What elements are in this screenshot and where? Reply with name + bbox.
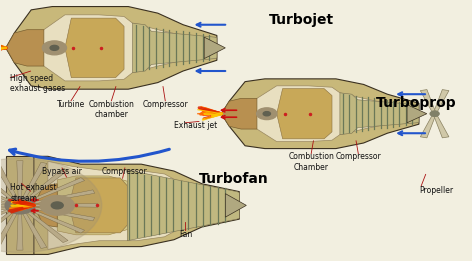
Circle shape [50, 45, 59, 50]
Polygon shape [0, 213, 17, 248]
Circle shape [5, 197, 34, 214]
Polygon shape [6, 30, 44, 66]
Text: Propeller: Propeller [419, 186, 453, 195]
Polygon shape [127, 170, 239, 241]
Text: Bypass air: Bypass air [42, 167, 82, 176]
Polygon shape [34, 156, 239, 254]
Circle shape [51, 202, 63, 209]
Text: Exhaust jet: Exhaust jet [174, 121, 218, 130]
Text: Hot exhaust
stream: Hot exhaust stream [10, 183, 57, 203]
Polygon shape [221, 98, 257, 129]
Circle shape [263, 112, 270, 116]
Polygon shape [0, 190, 7, 204]
Polygon shape [33, 207, 95, 221]
Polygon shape [31, 210, 84, 233]
Polygon shape [33, 190, 95, 204]
Polygon shape [277, 89, 332, 139]
Polygon shape [340, 93, 419, 135]
Circle shape [14, 202, 25, 209]
Text: High speed
exhaust gases: High speed exhaust gases [10, 74, 66, 93]
Polygon shape [434, 116, 449, 138]
Text: Compressor: Compressor [102, 167, 148, 176]
Polygon shape [48, 161, 197, 250]
Text: Compressor: Compressor [143, 99, 188, 109]
Circle shape [42, 41, 67, 55]
Polygon shape [0, 210, 9, 233]
Polygon shape [23, 162, 47, 198]
Polygon shape [34, 184, 57, 227]
Text: Combustion
Chamber: Combustion Chamber [288, 152, 334, 172]
Polygon shape [0, 204, 5, 207]
Polygon shape [0, 178, 9, 201]
Circle shape [40, 195, 74, 215]
Polygon shape [407, 105, 427, 123]
Polygon shape [27, 212, 68, 243]
Polygon shape [69, 178, 127, 233]
Polygon shape [0, 168, 13, 199]
Text: Turbine: Turbine [57, 99, 85, 109]
Polygon shape [0, 207, 7, 221]
Polygon shape [34, 204, 98, 207]
Text: Turbojet: Turbojet [269, 13, 334, 27]
Polygon shape [225, 194, 246, 217]
Circle shape [430, 111, 439, 116]
Polygon shape [245, 86, 419, 142]
Polygon shape [6, 7, 217, 89]
Text: Compressor: Compressor [336, 152, 381, 162]
Polygon shape [421, 116, 435, 138]
Polygon shape [0, 212, 13, 243]
Text: Turbofan: Turbofan [199, 172, 269, 186]
Circle shape [257, 108, 277, 120]
Polygon shape [57, 176, 188, 235]
Polygon shape [17, 214, 23, 250]
Polygon shape [421, 90, 435, 111]
Polygon shape [0, 162, 17, 198]
Polygon shape [31, 15, 217, 81]
Polygon shape [27, 168, 68, 199]
Polygon shape [6, 156, 34, 254]
Polygon shape [17, 161, 23, 197]
Polygon shape [133, 23, 217, 73]
Text: Combustion
chamber: Combustion chamber [88, 99, 135, 119]
Polygon shape [31, 178, 84, 201]
Polygon shape [65, 18, 124, 78]
Polygon shape [204, 37, 225, 59]
Polygon shape [221, 79, 419, 149]
Polygon shape [434, 90, 449, 111]
Text: Turboprop: Turboprop [376, 96, 457, 110]
Text: Fan: Fan [179, 230, 192, 239]
Circle shape [0, 158, 102, 252]
Polygon shape [23, 213, 47, 248]
